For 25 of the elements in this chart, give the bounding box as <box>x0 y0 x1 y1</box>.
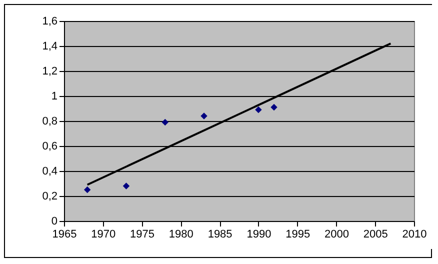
x-tick-label: 2005 <box>363 228 388 240</box>
y-tick-label: 0,6 <box>42 140 58 152</box>
y-tick-label: 0 <box>51 216 58 228</box>
y-tick-label: 1 <box>51 90 58 102</box>
x-tick-label: 1970 <box>91 228 116 240</box>
point <box>122 182 130 190</box>
y-tick-label: 0,8 <box>42 116 58 128</box>
x-tick-label: 1985 <box>208 228 232 240</box>
y-tick-label: 0,2 <box>42 190 58 202</box>
point <box>162 118 168 126</box>
x-tick-label: 2000 <box>324 228 349 240</box>
x-tick-label: 2010 <box>402 228 427 240</box>
x-tick-label: 1980 <box>168 228 194 240</box>
x-tick-label: 1965 <box>52 228 77 240</box>
point <box>200 112 208 120</box>
point <box>84 186 91 194</box>
point <box>255 106 262 114</box>
y-tick-label: 0,4 <box>42 166 58 178</box>
x-tick-label: 1975 <box>130 228 155 240</box>
y-tick-label: 1,6 <box>42 16 58 28</box>
y-tick-label: 1,4 <box>42 40 58 52</box>
y-tick-label: 1,2 <box>42 66 58 78</box>
x-tick-label: 1995 <box>286 228 310 240</box>
x-tick-label: 1990 <box>246 228 272 240</box>
point <box>270 104 278 111</box>
